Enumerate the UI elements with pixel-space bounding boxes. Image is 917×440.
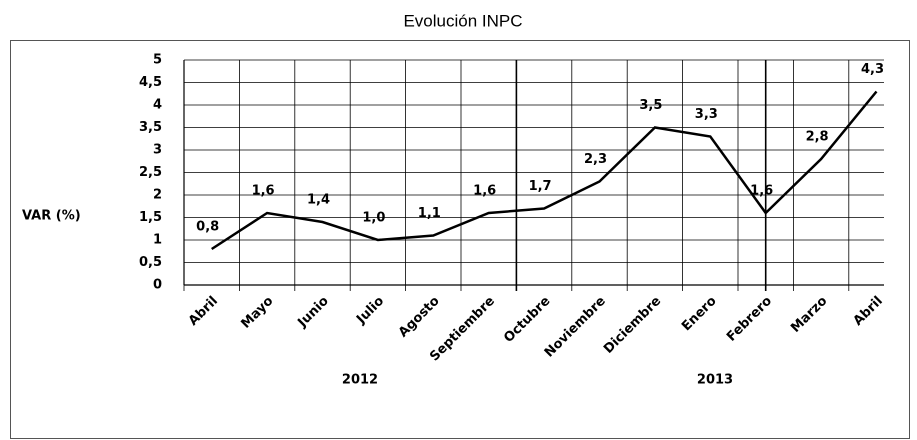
year-label: 2012 (342, 373, 378, 388)
y-tick-label: 3 (153, 143, 162, 158)
x-tick-label: Enero (679, 294, 720, 335)
data-label: 1,1 (418, 206, 441, 221)
data-label: 0,8 (196, 220, 219, 235)
data-label: 2,3 (584, 152, 607, 167)
y-tick-label: 4,5 (139, 75, 162, 90)
y-tick-label: 2 (153, 188, 162, 203)
x-tick-label: Abril (851, 294, 886, 329)
y-tick-label: 0 (153, 278, 162, 293)
x-tick-label: Octubre (501, 294, 553, 346)
data-label: 1,6 (473, 184, 496, 199)
x-tick-label: Abril (186, 294, 221, 329)
data-label: 1,7 (529, 179, 552, 194)
chart-frame (10, 40, 910, 439)
data-label: 1,6 (750, 184, 773, 199)
y-tick-label: 0,5 (139, 255, 162, 270)
data-label: 3,3 (695, 107, 718, 122)
y-axis-label: VAR (%) (22, 209, 81, 224)
data-label: 2,8 (806, 130, 829, 145)
y-tick-label: 1 (153, 233, 162, 248)
x-tick-label: Mayo (238, 294, 276, 332)
y-tick-label: 5 (153, 53, 162, 68)
chart-title: Evolución INPC (403, 11, 522, 30)
data-label: 3,5 (639, 98, 662, 113)
data-label: 1,6 (252, 184, 275, 199)
x-tick-label: Diciembre (601, 294, 664, 357)
y-tick-label: 3,5 (139, 120, 162, 135)
y-tick-label: 1,5 (139, 210, 162, 225)
data-label: 4,3 (861, 62, 884, 77)
y-tick-label: 4 (153, 98, 162, 113)
data-label: 1,0 (362, 211, 385, 226)
x-tick-label: Junio (295, 294, 332, 331)
x-tick-label: Febrero (724, 294, 775, 345)
x-tick-label: Marzo (788, 294, 830, 336)
y-tick-label: 2,5 (139, 165, 162, 180)
x-tick-label: Agosto (396, 294, 443, 341)
x-tick-label: Julio (353, 294, 387, 328)
year-label: 2013 (697, 373, 733, 388)
data-label: 1,4 (307, 193, 330, 208)
line (211, 90, 878, 251)
